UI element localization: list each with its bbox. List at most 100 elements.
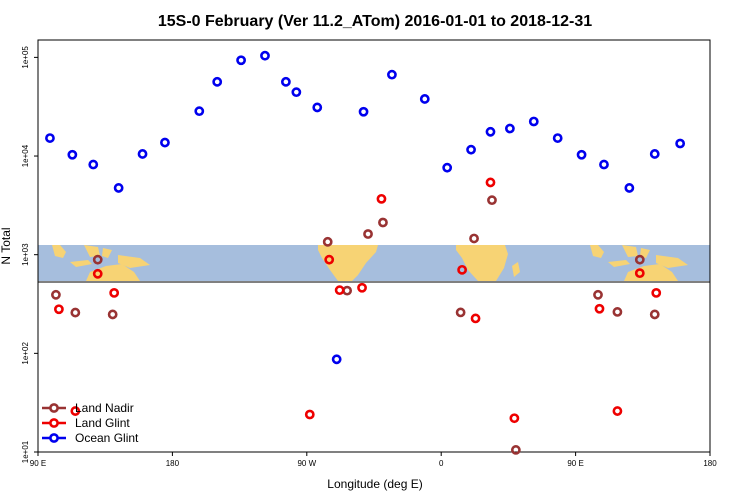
land-glint-point (334, 285, 345, 296)
land-glint-point (376, 193, 387, 204)
land-nadir-point (378, 217, 388, 228)
land-nadir-point (70, 307, 81, 318)
data-points (45, 50, 686, 455)
ocean-glint-point (280, 76, 291, 87)
ocean-glint-point (528, 116, 539, 127)
land-java-right (608, 260, 630, 267)
y-axis: 1e+01 1e+02 1e+03 1e+04 1e+05 (21, 46, 38, 463)
land-sumatra-right (590, 245, 604, 258)
land-glint-point (634, 268, 645, 279)
land-glint-point (304, 409, 315, 420)
ocean-glint-point (358, 106, 369, 117)
legend-marker-land-glint (49, 418, 59, 428)
ocean-glint-point (466, 144, 476, 155)
land-africa (456, 245, 508, 281)
x-axis-label: Longitude (deg E) (327, 477, 422, 491)
land-glint-point (594, 303, 605, 314)
ocean-glint-point (260, 50, 270, 61)
land-nadir-point (593, 289, 603, 300)
ocean-glint-point (113, 183, 124, 193)
ocean-glint-point (576, 149, 587, 160)
land-sulawesi-left (102, 248, 112, 258)
land-glint-point (457, 264, 468, 275)
legend-label-land-nadir: Land Nadir (75, 401, 134, 415)
land-glint-point (651, 287, 662, 298)
land-sumatra-left (52, 245, 66, 258)
land-nadir-point (363, 229, 373, 239)
ocean-glint-point (88, 159, 99, 170)
land-nadir-point (322, 236, 333, 247)
land-nadir-point (342, 285, 353, 296)
land-glint-point (92, 268, 103, 279)
x-tick-label: 180 (166, 459, 180, 468)
y-tick-label: 1e+05 (21, 46, 30, 69)
ocean-glint-point (137, 149, 148, 159)
ocean-glint-point (599, 159, 609, 170)
legend-marker-ocean-glint (49, 433, 59, 443)
land-new-guinea-right (656, 255, 688, 268)
land-south-america (318, 245, 378, 281)
chart-title: 15S-0 February (Ver 11.2_ATom) 2016-01-0… (158, 13, 592, 30)
ocean-glint-point (312, 102, 323, 113)
land-glint-point (612, 406, 623, 416)
y-tick-label: 1e+01 (21, 440, 30, 463)
ocean-glint-point (649, 149, 660, 159)
ocean-glint-point (331, 354, 342, 365)
y-tick-label: 1e+04 (21, 144, 30, 167)
land-nadir-point (649, 309, 660, 320)
land-glint-point (509, 413, 520, 424)
ocean-glint-point (291, 87, 302, 98)
land-nadir-point (612, 307, 623, 317)
ocean-glint-point (419, 94, 430, 104)
ocean-glint-point (236, 55, 246, 66)
y-tick-label: 1e+02 (21, 342, 30, 365)
land-glint-point (485, 177, 496, 188)
x-tick-label: 180 (703, 459, 717, 468)
x-tick-label: 90 W (297, 459, 316, 468)
land-borneo-right (622, 245, 638, 257)
land-borneo-left (84, 245, 100, 257)
ocean-glint-point (45, 133, 55, 143)
land-madagascar (512, 262, 520, 277)
land-nadir-point (469, 233, 479, 244)
land-nadir-point (107, 309, 118, 320)
land-glint-point (324, 254, 335, 265)
legend-label-land-glint: Land Glint (75, 416, 130, 430)
land-nadir-point (455, 307, 466, 318)
land-nadir-point (510, 445, 521, 455)
ocean-glint-point (504, 123, 515, 134)
x-tick-label: 90 E (567, 459, 583, 468)
legend-label-ocean-glint: Ocean Glint (75, 431, 139, 445)
land-java-left (70, 260, 92, 267)
land-glint-point (70, 406, 81, 416)
land-nadir-point (487, 195, 497, 206)
land-glint-point (470, 313, 481, 324)
ocean-glint-point (67, 149, 78, 160)
ocean-glint-point (675, 138, 686, 149)
ocean-glint-point (624, 183, 635, 193)
land-glint-point (109, 287, 120, 298)
legend-marker-land-nadir (49, 403, 59, 413)
y-axis-label: N Total (0, 227, 13, 264)
ocean-glint-point (552, 133, 563, 143)
world-map-band (38, 245, 710, 283)
ocean-glint-point (194, 106, 205, 117)
land-glint-point (54, 304, 64, 315)
y-tick-label: 1e+03 (21, 243, 30, 266)
land-sulawesi-right (640, 248, 650, 258)
land-nadir-point (92, 254, 103, 265)
land-nadir-point (51, 289, 61, 300)
land-glint-point (357, 282, 367, 293)
plot-frame (37, 39, 711, 453)
land-nadir-point (634, 254, 645, 265)
x-tick-label: 90 E (30, 459, 46, 468)
land-new-guinea-left (118, 255, 150, 268)
ocean-glint-point (212, 76, 223, 87)
x-axis: 90 E 180 90 W 0 90 E 180 (30, 452, 717, 468)
ocean-glint-point (442, 162, 453, 173)
ocean-glint-point (485, 126, 496, 137)
ocean-glint-point (387, 69, 397, 80)
x-tick-label: 0 (439, 459, 444, 468)
